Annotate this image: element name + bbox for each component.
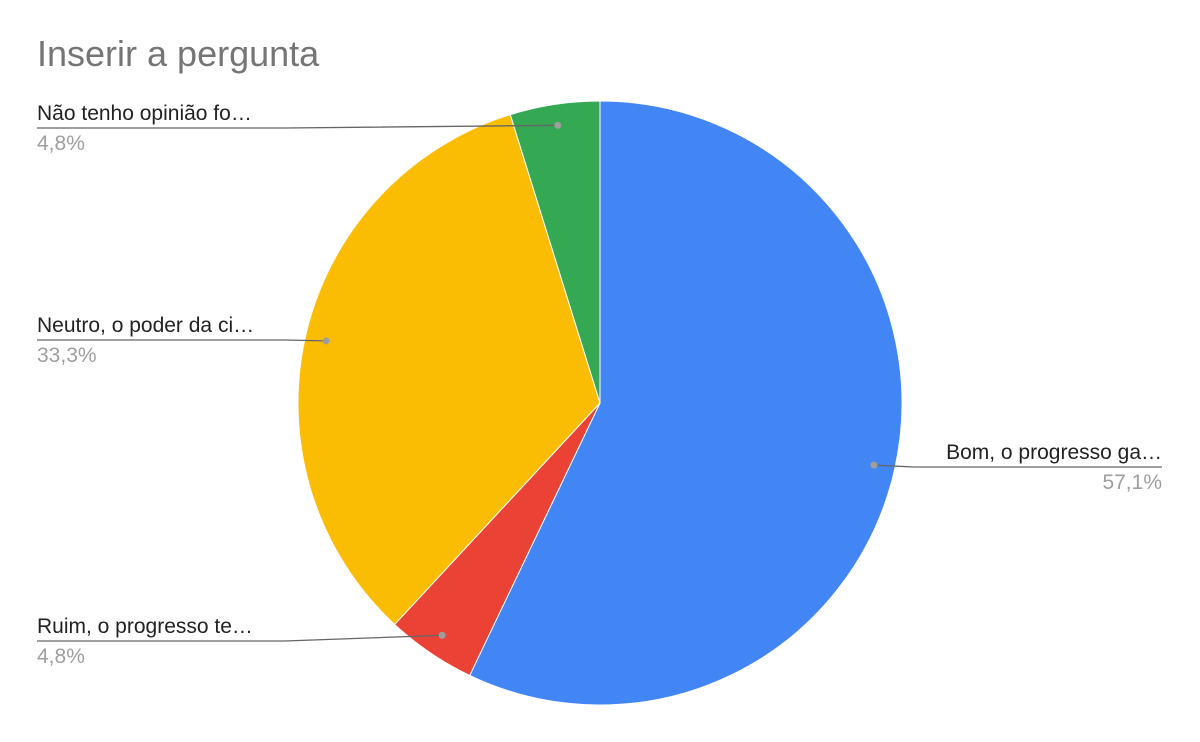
slice-label-0: Bom, o progresso ga…	[946, 441, 1162, 464]
slice-label-1: Ruim, o progresso te…	[37, 615, 253, 638]
slice-percent-3: 4,8%	[37, 132, 85, 155]
slice-percent-2: 33,3%	[37, 344, 97, 367]
leader-dot-2	[322, 337, 330, 345]
slice-percent-0: 57,1%	[1102, 471, 1162, 494]
slice-label-group-2: Neutro, o poder da ci… 33,3%	[37, 314, 330, 367]
pie-slice-3	[509, 100, 601, 404]
pie-slice-0	[469, 100, 903, 706]
slice-label-group-1: Ruim, o progresso te… 4,8%	[37, 615, 446, 668]
chart-title: Inserir a pergunta	[37, 33, 320, 74]
leader-dot-0	[870, 461, 878, 469]
leader-line-3	[37, 124, 558, 129]
leader-line-2	[37, 339, 327, 342]
slice-percent-1: 4,8%	[37, 645, 85, 668]
slice-label-3: Não tenho opinião fo…	[37, 102, 252, 125]
pie-slice-2	[297, 114, 601, 626]
leader-dot-1	[438, 631, 446, 639]
slice-label-group-3: Não tenho opinião fo… 4,8%	[37, 102, 562, 155]
leader-dot-3	[554, 121, 562, 129]
leader-line-1	[37, 634, 443, 642]
leader-line-0	[873, 464, 1162, 468]
slice-label-group-0: Bom, o progresso ga… 57,1%	[870, 441, 1162, 494]
slice-label-2: Neutro, o poder da ci…	[37, 314, 254, 337]
